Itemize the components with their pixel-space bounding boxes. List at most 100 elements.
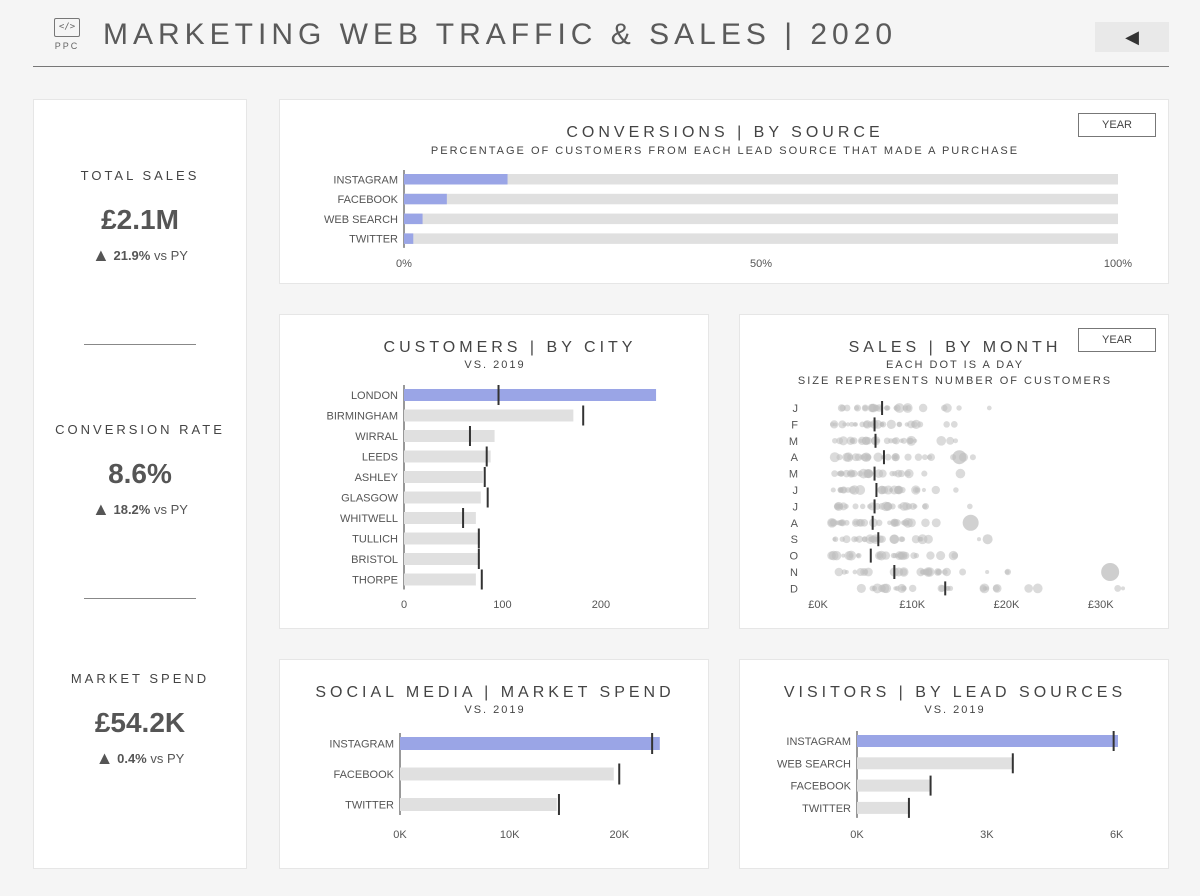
day-dot [832, 536, 839, 543]
day-dot [834, 567, 844, 577]
kpi-change-conversion-rate: ▲ 18.2% vs PY [34, 499, 246, 520]
day-dot [843, 519, 850, 526]
category-label: WIRRAL [355, 431, 398, 443]
day-dot [884, 453, 892, 461]
day-dot [874, 469, 884, 478]
bar [404, 193, 447, 205]
x-tick-label: 50% [750, 258, 772, 270]
month-label: F [791, 419, 798, 431]
day-dot [852, 569, 858, 575]
day-dot [916, 567, 926, 577]
day-dot [892, 552, 898, 559]
day-dot [842, 535, 851, 544]
day-dot [1101, 563, 1120, 581]
kpi-label-total-sales: TOTAL SALES [80, 168, 200, 183]
month-label: J [793, 485, 799, 497]
up-triangle-icon: ▲ [92, 245, 110, 265]
category-label: FACEBOOK [337, 194, 398, 206]
conversions-title: CONVERSIONS | BY SOURCE [566, 124, 884, 141]
day-dot [851, 453, 860, 462]
city-subtitle: VS. 2019 [464, 359, 526, 371]
day-dot [1032, 583, 1043, 594]
x-tick-label: £10K [899, 599, 925, 611]
day-dot [945, 585, 951, 591]
x-tick-label: £30K [1088, 599, 1114, 611]
day-dot [909, 584, 917, 593]
day-dot [830, 487, 836, 493]
day-dot [894, 585, 901, 592]
day-dot [962, 514, 979, 531]
day-dot [953, 487, 959, 493]
bar [857, 779, 931, 792]
conversions-chart: INSTAGRAM FACEBOOK WEB SEARCH TWITTER 0% 50% 1… [324, 170, 1132, 270]
day-dot [845, 422, 851, 427]
day-dot [894, 485, 903, 495]
day-dot [842, 469, 851, 478]
day-dot [884, 405, 890, 411]
day-dot [854, 405, 860, 411]
day-dot [942, 403, 952, 413]
day-dot [931, 485, 940, 495]
kpi-divider [84, 598, 196, 599]
sales-month-subtitle-2: SIZE REPRESENTS NUMBER OF CUSTOMERS [797, 375, 1113, 387]
day-dot [913, 552, 920, 559]
month-label: J [793, 501, 799, 513]
day-dot [861, 536, 868, 543]
day-dot [862, 469, 872, 478]
month-label: N [790, 567, 798, 579]
visitors-card: VISITORS | BY LEAD SOURCES VS. 2019 INST… [739, 659, 1169, 869]
day-dot [953, 438, 959, 444]
month-label: M [789, 469, 798, 481]
kpi-value-conversion-rate: 8.6% [108, 458, 172, 489]
social-card: SOCIAL MEDIA | MARKET SPEND VS. 2019 INS… [279, 659, 709, 869]
kpi-change-suffix: vs PY [153, 502, 188, 517]
day-dot [902, 403, 913, 413]
sales-month-subtitle-1: EACH DOT IS A DAY [885, 359, 1025, 371]
day-dot [876, 550, 887, 561]
day-dot [898, 551, 908, 561]
back-arrow-icon: ◀ [1125, 26, 1139, 47]
day-dot [887, 520, 892, 526]
day-dot [979, 584, 987, 592]
category-label: INSTAGRAM [329, 739, 394, 751]
category-label: INSTAGRAM [333, 174, 398, 186]
bar [404, 233, 414, 244]
category-label: LONDON [351, 390, 398, 402]
day-dot [982, 534, 993, 545]
bar [404, 430, 495, 442]
day-dot [862, 405, 868, 411]
back-button[interactable]: ◀ [1095, 22, 1169, 52]
kpi-divider [84, 344, 196, 345]
kpi-change-value: 18.2% [113, 502, 151, 517]
month-label: A [791, 518, 799, 530]
sales-month-card: SALES | BY MONTH EACH DOT IS A DAY SIZE … [739, 314, 1169, 629]
ppc-logo: </> PPC [52, 18, 82, 51]
day-dot [936, 551, 946, 561]
bar [404, 491, 481, 504]
day-dot [864, 437, 873, 445]
sales-month-year-button[interactable]: YEAR [1078, 328, 1156, 352]
day-dot [894, 403, 905, 413]
day-dot [849, 421, 855, 427]
bar-track [404, 174, 1118, 185]
day-dot [901, 585, 907, 591]
day-dot [946, 436, 955, 445]
sales-month-title: SALES | BY MONTH [848, 339, 1062, 356]
social-chart: INSTAGRAM FACEBOOK TWITTER 0K 10K 20K [329, 733, 660, 841]
day-dot [943, 421, 950, 428]
day-dot [936, 435, 947, 446]
day-dot [904, 422, 910, 427]
social-title: SOCIAL MEDIA | MARKET SPEND [315, 684, 675, 701]
category-label: ASHLEY [355, 472, 399, 484]
x-tick-label: 0% [396, 258, 412, 270]
day-dot [899, 536, 906, 542]
visitors-subtitle: VS. 2019 [924, 704, 986, 716]
day-dot [893, 519, 901, 527]
bar [400, 737, 660, 750]
day-dot [860, 453, 869, 462]
visitors-chart: INSTAGRAM WEB SEARCH FACEBOOK TWITTER 0K 3K 6K [777, 731, 1124, 841]
conversions-year-button[interactable]: YEAR [1078, 113, 1156, 137]
day-dot [831, 470, 838, 477]
day-dot [845, 487, 851, 493]
